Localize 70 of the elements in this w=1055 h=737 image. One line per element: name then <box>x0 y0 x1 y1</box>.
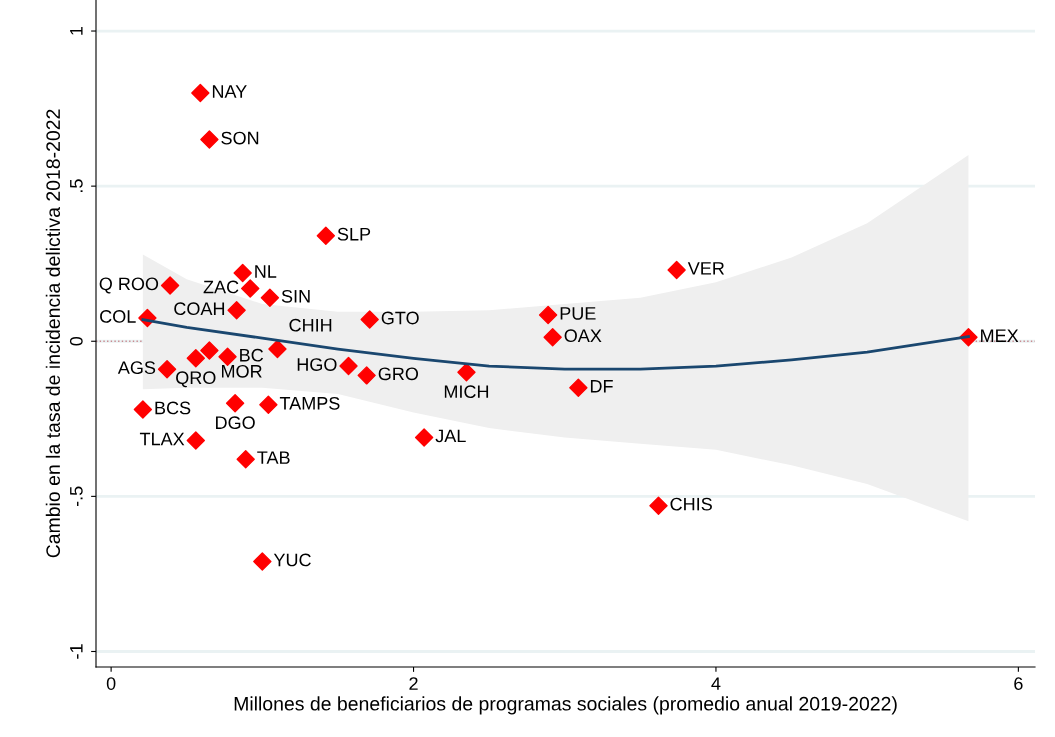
point <box>259 395 278 415</box>
annotation: Q ROO <box>99 277 159 294</box>
annotation: MICH <box>444 385 489 399</box>
annotation: HGO <box>297 358 337 371</box>
annotation: YUC <box>273 553 311 567</box>
annotation: SLP <box>337 227 371 241</box>
point <box>357 366 376 385</box>
point <box>339 356 358 376</box>
annotation: JAL <box>435 429 466 443</box>
annotation: TLAX <box>139 432 185 446</box>
point <box>569 378 588 397</box>
point <box>414 428 434 447</box>
annotation: GTO <box>381 311 419 325</box>
point <box>253 552 272 571</box>
x-axis-title: Millones de beneficiarios de programas sociales (promedio anual 2019-2022) <box>234 696 897 715</box>
point <box>186 431 205 450</box>
point <box>538 305 558 325</box>
point <box>186 349 205 368</box>
annotation: AGS <box>117 361 156 375</box>
point <box>157 359 177 379</box>
x-tick-label: 6 <box>1014 677 1023 690</box>
annotation: PUE <box>560 307 596 320</box>
point <box>543 328 562 347</box>
annotation: CHIS <box>670 497 712 511</box>
x-tick-label: 2 <box>409 677 418 690</box>
point <box>200 130 219 149</box>
annotation: VER <box>687 262 725 275</box>
y-tick-label: 1 <box>70 26 83 35</box>
annotation: BCS <box>155 401 191 415</box>
annotation: BC <box>240 348 264 362</box>
annotation: TAMPS <box>279 396 340 410</box>
annotation: CHIH <box>289 318 332 332</box>
y-tick-label: 0 <box>69 336 83 346</box>
x-tick-label: 4 <box>711 677 721 690</box>
point <box>649 496 668 515</box>
point <box>360 310 379 329</box>
point <box>260 288 280 308</box>
y-axis-title: Cambio en la tasa de incidencia delictiva 2018-2022 <box>45 109 61 558</box>
y-tick-label: .5 <box>70 179 83 193</box>
annotation: OAX <box>564 329 602 343</box>
point <box>225 394 245 413</box>
y-tick-label: -1 <box>70 644 83 659</box>
point <box>200 341 219 360</box>
annotation: QRO <box>176 371 216 388</box>
annotation: MEX <box>981 329 1019 342</box>
point <box>191 83 210 103</box>
point <box>218 347 237 366</box>
annotation: MOR <box>222 364 262 378</box>
point <box>268 339 287 359</box>
annotation: COL <box>100 310 136 323</box>
annotation: NAY <box>212 85 247 98</box>
point <box>457 363 476 382</box>
point <box>236 449 255 469</box>
annotation: GRO <box>378 367 419 381</box>
annotation: ZAC <box>203 280 239 294</box>
annotation: DGO <box>216 416 255 430</box>
annotation: NL <box>255 265 277 278</box>
point <box>667 260 686 280</box>
annotation: SIN <box>281 289 310 303</box>
annotation: TAB <box>257 451 290 464</box>
point <box>160 276 180 295</box>
point <box>227 301 246 320</box>
x-tick-label: 0 <box>106 677 116 690</box>
annotation: SON <box>221 131 259 145</box>
annotation: DF <box>590 380 613 393</box>
point <box>316 226 336 245</box>
y-tick-label: -.5 <box>70 486 83 507</box>
point <box>133 400 153 419</box>
point <box>241 279 260 298</box>
annotation: COAH <box>174 302 225 316</box>
